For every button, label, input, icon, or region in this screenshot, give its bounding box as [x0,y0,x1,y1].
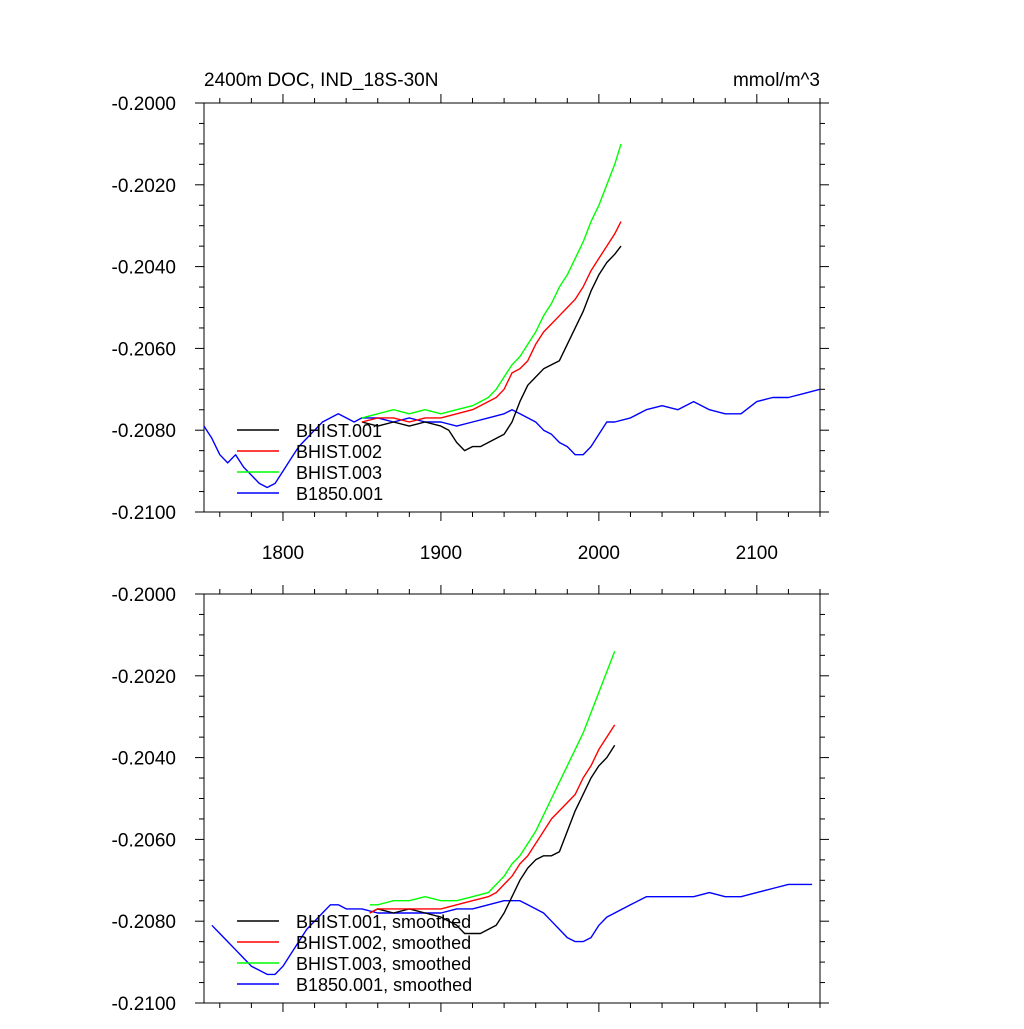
top-panel: 2400m DOC, IND_18S-30N mmol/m^3 -0.2000 -… [112,70,829,564]
legend-label: B1850.001, smoothed [296,975,472,995]
y-tick-label: -0.2000 [112,585,176,606]
x-tick-label: 2000 [578,543,620,564]
y-tick-label: -0.2100 [112,503,176,524]
series-line-3 [211,883,813,976]
y-tick-label: -0.2040 [112,749,176,770]
y-tick-label: -0.2000 [112,94,176,115]
y-tick-label: -0.2080 [112,421,176,442]
x-tick-label: 1800 [262,543,304,564]
y-tick-label: -0.2060 [112,339,176,360]
y-tick-label: -0.2100 [112,994,176,1015]
legend-label: BHIST.002, smoothed [296,933,471,953]
bottom-panel: -0.2000 -0.2020 -0.2040 -0.2060 -0.2080 -0.21… [112,585,829,1015]
legend-label: BHIST.001, smoothed [296,912,471,932]
series-line-2 [361,143,622,419]
legend-label: BHIST.003 [296,463,382,483]
legend-label: BHIST.003, smoothed [296,954,471,974]
x-tick-label: 1900 [420,543,462,564]
legend-label: BHIST.001 [296,421,382,441]
x-tick-label: 2100 [736,543,778,564]
y-tick-label: -0.2020 [112,667,176,688]
chart-units: mmol/m^3 [733,70,820,91]
legend-label: B1850.001 [296,484,383,504]
series-line-0 [361,245,622,452]
y-tick-label: -0.2060 [112,830,176,851]
chart-title: 2400m DOC, IND_18S-30N [204,70,438,91]
y-tick-label: -0.2020 [112,176,176,197]
series-line-2 [369,651,616,906]
series-line-1 [369,724,616,914]
y-tick-label: -0.2080 [112,912,176,933]
legend-label: BHIST.002 [296,442,382,462]
series-line-3 [204,388,820,489]
series-line-0 [369,744,616,935]
y-tick-label: -0.2040 [112,258,176,279]
series-line-1 [361,221,622,423]
